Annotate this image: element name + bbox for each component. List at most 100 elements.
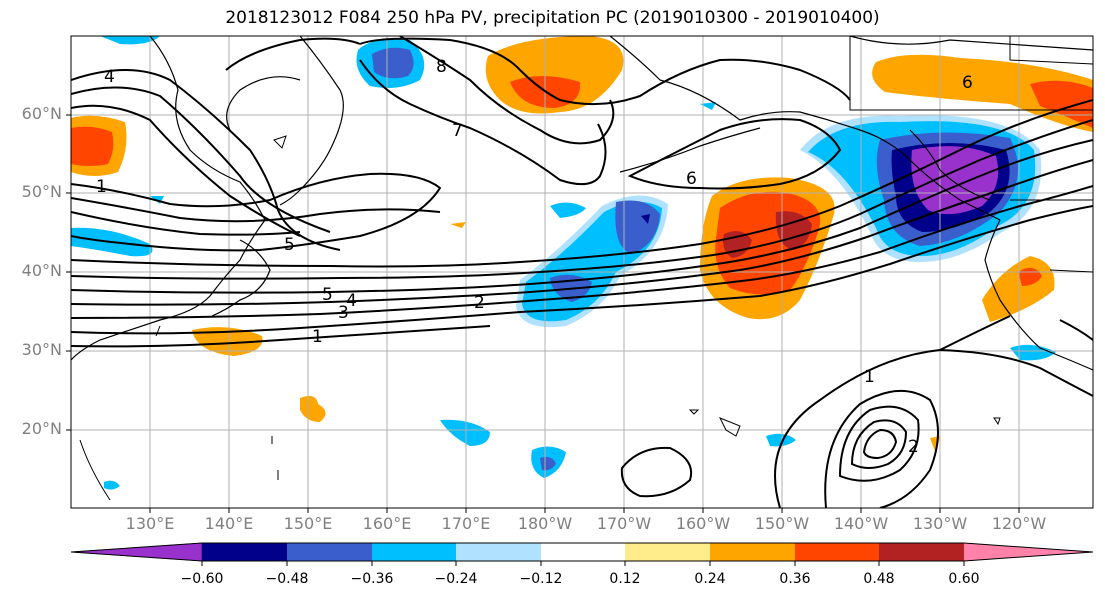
contour-line: [71, 211, 301, 236]
colorbar-tick-label: 0.12: [609, 571, 641, 587]
colorbar-segment: [795, 543, 879, 561]
lat-label: 60°N: [21, 104, 62, 123]
contour-line: [359, 37, 851, 106]
colorbar-tick-label: 0.36: [779, 571, 811, 587]
contour-label: 6: [962, 73, 973, 93]
contour-line: [627, 118, 842, 190]
contour-line: [939, 315, 1011, 351]
contour-label: 6: [686, 169, 697, 189]
lon-label: 130°E: [125, 514, 175, 533]
colorbar-segment: [879, 543, 964, 561]
axis-ticks: [66, 114, 1020, 513]
coast-okhotsk: [226, 76, 301, 131]
lon-label: 120°W: [991, 514, 1047, 533]
colorbar-segment: [372, 543, 456, 561]
contour-line: [71, 185, 1093, 319]
colorbar-tick-label: 0.24: [694, 571, 726, 587]
shade-lightblue: [1010, 344, 1056, 361]
contour-line: [71, 119, 1093, 280]
contour-line: [71, 86, 331, 233]
shade-blue: [372, 47, 414, 79]
coast-alaska: [609, 36, 1001, 221]
contour-line: [359, 59, 607, 186]
lon-label: 160°W: [675, 514, 731, 533]
contour-label: 5: [284, 235, 295, 255]
contour-line: [862, 428, 898, 460]
colorbar-segment: [710, 543, 795, 561]
map-title: 2018123012 F084 250 hPa PV, precipitatio…: [225, 8, 880, 28]
shade-orange: [192, 327, 263, 356]
coast-arctic: [849, 36, 1093, 51]
lon-label: 150°E: [283, 514, 333, 533]
colorbar-tick-label: 0.48: [863, 571, 895, 587]
contour-line: [71, 325, 491, 348]
contour-label: 1: [864, 367, 875, 387]
contour-label: 2: [908, 437, 919, 457]
lon-label: 180°W: [517, 514, 573, 533]
contour-line: [71, 139, 1093, 294]
coast-bc: [909, 129, 991, 201]
colorbar-ticks: [201, 561, 965, 566]
colorbar-segment: [541, 543, 625, 561]
political-borders: [849, 36, 1093, 273]
shade-orange: [450, 222, 466, 228]
shade-blue: [615, 200, 660, 254]
contour-line: [1059, 319, 1093, 341]
contour-label: 2: [474, 293, 485, 313]
contour-label: 4: [346, 291, 357, 311]
contour-line: [71, 172, 442, 252]
lat-label: 30°N: [21, 340, 62, 359]
contour-line: [850, 419, 908, 469]
colorbar-tick-label: −0.60: [180, 571, 224, 587]
colorbar-segment: [287, 543, 372, 561]
coast-aleutians: [619, 127, 761, 173]
contour-line: [620, 446, 692, 498]
shade-lightblue: [104, 480, 120, 490]
shade-red: [1030, 80, 1093, 128]
contour-label: 1: [96, 177, 107, 197]
contour-line: [399, 36, 615, 145]
colorbar: [70, 542, 1094, 566]
lon-label: 160°E: [362, 514, 412, 533]
contour-labels: 4 8 7 6 1 5 6 5 4 3 2 1 1 2: [96, 57, 973, 457]
coast-kamchatka: [279, 36, 344, 206]
colorbar-tick-label: −0.36: [350, 571, 394, 587]
contour-line: [71, 159, 1093, 306]
colorbar-tick-label: −0.24: [434, 571, 478, 587]
lon-label: 150°W: [754, 514, 810, 533]
contour-line: [71, 104, 301, 237]
islands: [79, 135, 1001, 501]
contour-line: [71, 205, 1093, 335]
colorbar-tick-label: −0.12: [519, 571, 563, 587]
contour-label: 5: [322, 285, 333, 305]
coastlines: [71, 36, 1093, 371]
lat-label: 50°N: [21, 182, 62, 201]
colorbar-segment: [202, 543, 287, 561]
coast-japan: [211, 239, 271, 317]
contour-label: 4: [104, 67, 115, 87]
contour-line: [824, 389, 939, 508]
contour-line: [71, 99, 1093, 268]
shade-red: [71, 126, 114, 166]
lon-label: 170°W: [596, 514, 652, 533]
shade-orange: [300, 396, 326, 422]
contour-label: 1: [312, 327, 323, 347]
coast-na-west: [984, 219, 1093, 371]
coast-asia: [71, 36, 266, 361]
contour-line: [71, 69, 341, 251]
contour-label: 8: [436, 57, 447, 77]
colorbar-segment: [456, 543, 541, 561]
contour-line: [71, 197, 441, 223]
shade-lightblue: [766, 433, 796, 447]
lat-label: 20°N: [21, 419, 62, 438]
pv-contours: [71, 36, 1093, 508]
shade-orange: [872, 54, 1093, 132]
lon-label: 140°E: [204, 514, 254, 533]
shade-lightblue: [440, 419, 490, 446]
shade-navy: [641, 214, 650, 224]
lon-label: 140°W: [833, 514, 889, 533]
lon-label: 170°E: [441, 514, 491, 533]
colorbar-tick-label: −0.48: [265, 571, 309, 587]
colorbar-segment: [625, 543, 710, 561]
